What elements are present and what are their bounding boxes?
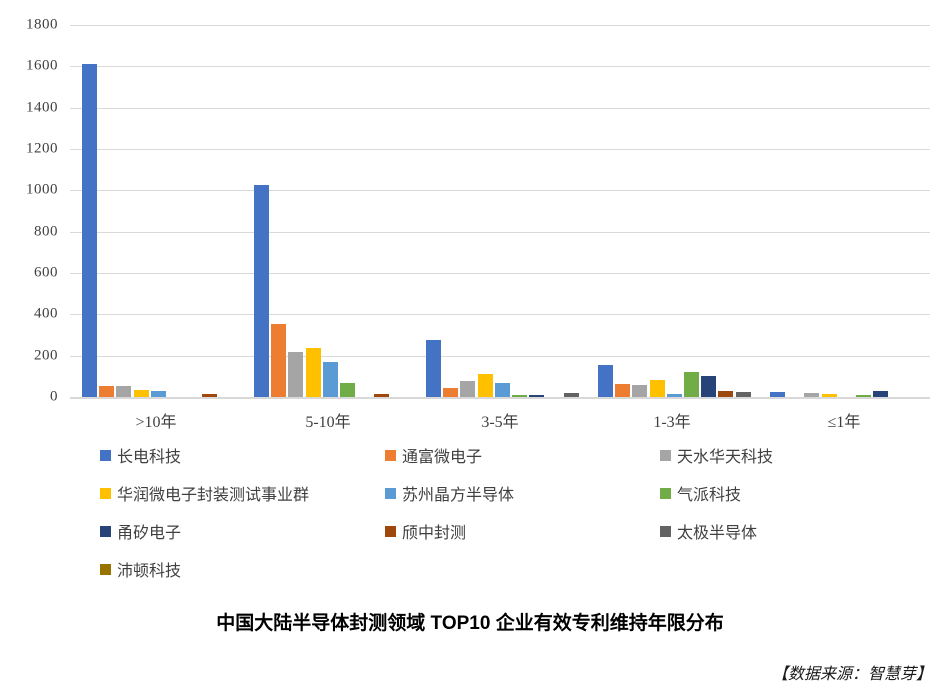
legend-label: 太极半导体 bbox=[677, 525, 758, 542]
gridline bbox=[70, 66, 930, 68]
bar bbox=[133, 390, 149, 397]
gridline bbox=[70, 190, 930, 192]
y-tick-label: 1000 bbox=[26, 181, 58, 198]
chart-legend: 长电科技 通富微电子 天水华天科技华润微电子封装测试事业群 苏州晶方半导体 气派科技甬矽… bbox=[100, 443, 900, 581]
y-tick-label: 800 bbox=[34, 223, 58, 240]
legend-swatch-icon bbox=[100, 525, 111, 537]
x-tick-label: 3-5年 bbox=[481, 414, 519, 431]
bar bbox=[305, 348, 321, 397]
legend-swatch-icon bbox=[100, 563, 111, 575]
bar bbox=[271, 324, 287, 397]
bar bbox=[615, 384, 631, 397]
gridline bbox=[70, 149, 930, 150]
y-tick-label: 1600 bbox=[26, 57, 58, 74]
y-tick-label: 400 bbox=[34, 305, 58, 322]
legend-label: 气派科技 bbox=[677, 487, 742, 504]
legend-label: 甬矽电子 bbox=[117, 525, 182, 542]
y-tick-label: 0 bbox=[50, 388, 58, 405]
legend-label: 通富微电子 bbox=[402, 449, 483, 466]
data-source-note: 【数据来源：智慧芽】 bbox=[771, 666, 932, 683]
bar bbox=[426, 340, 441, 397]
bar bbox=[649, 380, 665, 397]
legend-item: 太极半导体 bbox=[660, 519, 900, 543]
legend-item: 苏州晶方半导体 bbox=[385, 481, 660, 505]
legend-swatch-icon bbox=[660, 487, 671, 499]
y-tick-label: 1200 bbox=[26, 140, 58, 157]
bar bbox=[598, 365, 613, 397]
bar bbox=[340, 383, 355, 397]
bar bbox=[666, 394, 682, 397]
bar bbox=[512, 395, 527, 397]
legend-label: 颀中封测 bbox=[402, 525, 467, 542]
gridline bbox=[70, 273, 930, 274]
legend-item: 气派科技 bbox=[660, 481, 900, 505]
gridline bbox=[70, 355, 930, 357]
y-tick-label: 1400 bbox=[26, 99, 58, 116]
bar bbox=[821, 394, 837, 397]
legend-swatch-icon bbox=[100, 487, 111, 499]
y-tick-label: 1800 bbox=[26, 16, 58, 33]
bar bbox=[856, 395, 871, 397]
plot-area: 1800 1600 1400 1200 1000 800 600 400 200 0 >10年 5-… bbox=[26, 16, 930, 431]
legend-swatch-icon bbox=[660, 525, 671, 537]
legend-item: 通富微电子 bbox=[385, 443, 660, 467]
bar bbox=[735, 392, 751, 397]
legend-item: 甬矽电子 bbox=[100, 519, 385, 543]
bar bbox=[529, 395, 545, 397]
legend-label: 沛顿科技 bbox=[117, 563, 182, 580]
bar bbox=[82, 64, 97, 397]
legend-swatch-icon bbox=[385, 487, 396, 499]
x-tick-label: ≤1年 bbox=[827, 414, 861, 431]
bar bbox=[770, 392, 785, 397]
chart-title: 中国大陆半导体封测领域 TOP10 企业有效专利维持年限分布 bbox=[216, 613, 724, 634]
legend-label: 长电科技 bbox=[117, 449, 182, 466]
y-tick-label: 600 bbox=[34, 264, 58, 281]
bar bbox=[684, 372, 699, 397]
bar bbox=[288, 352, 304, 397]
bar bbox=[477, 374, 493, 397]
legend-label: 苏州晶方半导体 bbox=[402, 487, 515, 504]
legend-swatch-icon bbox=[660, 449, 671, 461]
bar bbox=[718, 391, 734, 397]
legend-label: 华润微电子封装测试事业群 bbox=[117, 487, 310, 504]
legend-item: 华润微电子封装测试事业群 bbox=[100, 481, 385, 505]
y-tick-label: 200 bbox=[34, 347, 58, 364]
x-tick-label: 1-3年 bbox=[653, 414, 691, 431]
bar bbox=[322, 362, 338, 397]
bar bbox=[374, 394, 390, 397]
legend-item: 天水华天科技 bbox=[660, 443, 900, 467]
legend-item: 长电科技 bbox=[100, 443, 385, 467]
legend-label: 天水华天科技 bbox=[677, 449, 774, 466]
bar bbox=[99, 386, 115, 397]
legend-item: 颀中封测 bbox=[385, 519, 660, 543]
bar bbox=[873, 391, 889, 397]
legend-swatch-icon bbox=[385, 525, 396, 537]
bar bbox=[563, 393, 579, 397]
bar bbox=[701, 376, 717, 397]
bar bbox=[443, 388, 459, 397]
x-axis-line bbox=[70, 397, 930, 399]
bar bbox=[150, 391, 166, 397]
bar bbox=[460, 381, 476, 397]
bar bbox=[632, 385, 648, 397]
x-tick-label: >10年 bbox=[135, 414, 177, 431]
gridline bbox=[70, 314, 930, 316]
bar bbox=[804, 393, 820, 397]
bar bbox=[494, 383, 510, 397]
legend-swatch-icon bbox=[100, 449, 111, 461]
bar bbox=[202, 394, 218, 397]
bar bbox=[254, 185, 269, 397]
gridline bbox=[70, 25, 930, 26]
legend-swatch-icon bbox=[385, 449, 396, 461]
x-tick-label: 5-10年 bbox=[305, 414, 351, 431]
bar bbox=[116, 386, 132, 397]
gridline bbox=[70, 231, 930, 233]
legend-item: 沛顿科技 bbox=[100, 557, 385, 581]
gridline bbox=[70, 107, 930, 109]
